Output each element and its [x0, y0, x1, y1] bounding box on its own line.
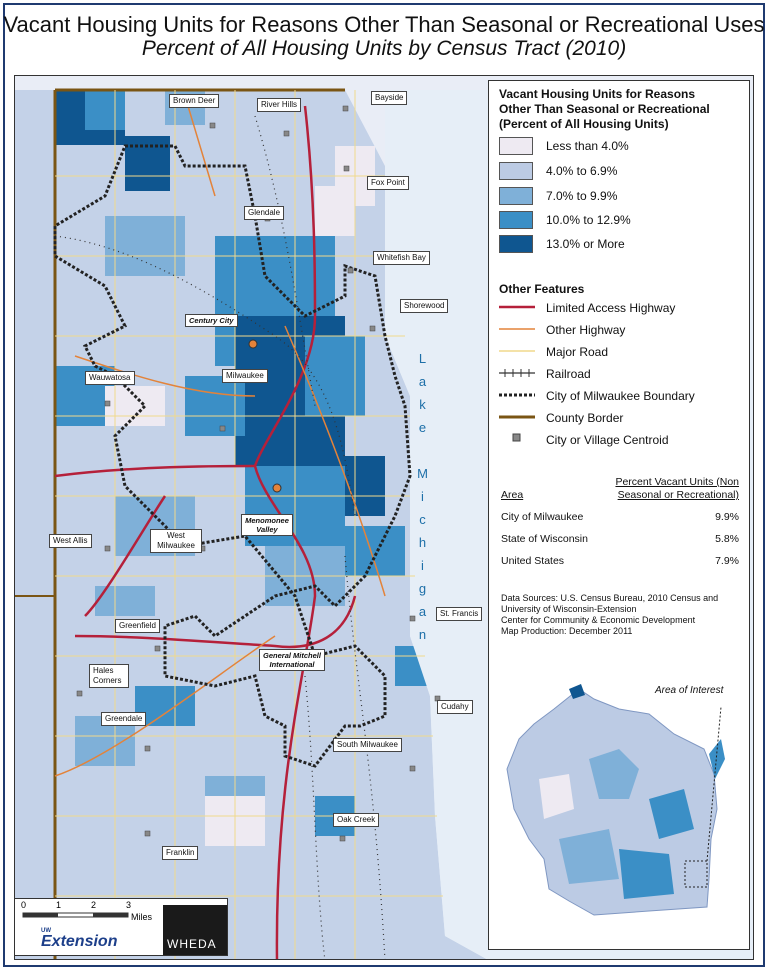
swatch-class-5	[499, 235, 533, 253]
landmark-century-city: Century City	[185, 314, 238, 327]
table-header-pct-2: Seasonal or Recreational)	[617, 489, 739, 501]
place-shorewood: Shorewood	[400, 299, 449, 313]
data-sources: Data Sources: U.S. Census Bureau, 2010 C…	[501, 593, 719, 636]
legend-title: Vacant Housing Units for Reasons Other T…	[499, 87, 710, 131]
landmark-menomonee-valley: Menomonee Valley	[241, 514, 293, 536]
feature-label-3: Major Road	[546, 345, 609, 359]
centroid-symbol	[512, 433, 521, 442]
inset-door-county	[709, 739, 725, 779]
place-oak-creek: Oak Creek	[333, 813, 380, 827]
inset-tract-a	[589, 749, 639, 799]
other-features-title: Other Features	[499, 282, 585, 296]
place-milwaukee: Milwaukee	[222, 369, 268, 383]
page-frame	[3, 3, 765, 967]
place-st-francis: St. Francis	[436, 607, 483, 621]
area-of-interest-label: Area of Interest	[655, 685, 724, 696]
place-fox-point: Fox Point	[367, 176, 409, 190]
inset-tract-d	[559, 829, 619, 884]
extension-logo: Extension	[41, 933, 118, 950]
class-label-1: Less than 4.0%	[546, 139, 629, 153]
place-glendale: Glendale	[244, 206, 285, 220]
class-label-5: 13.0% or More	[546, 237, 625, 251]
table-row-area-3: United States	[501, 555, 565, 567]
scale-unit: Miles	[131, 912, 153, 922]
menomonee-valley-marker	[272, 483, 282, 493]
century-city-marker	[248, 339, 258, 349]
legend-panel: Vacant Housing Units for Reasons Other T…	[488, 80, 750, 950]
place-franklin: Franklin	[162, 846, 199, 860]
inset-tract-e	[619, 849, 674, 899]
place-hales-corners: Hales Corners	[89, 664, 129, 688]
swatch-class-1	[499, 137, 533, 155]
place-greendale: Greendale	[101, 712, 147, 726]
place-west-milwaukee: West Milwaukee	[150, 529, 202, 553]
place-greenfield: Greenfield	[115, 619, 160, 633]
place-wauwatosa: Wauwatosa	[85, 371, 135, 385]
scale-tick-2: 2	[91, 900, 97, 910]
class-label-4: 10.0% to 12.9%	[546, 213, 631, 227]
wheda-logo: WHEDA	[163, 905, 227, 955]
swatch-class-2	[499, 162, 533, 180]
wheda-text: WHEDA	[167, 937, 217, 951]
table-row-pct-1: 9.9%	[715, 511, 739, 523]
table-row-area-1: City of Milwaukee	[501, 511, 584, 523]
logo-scale-box: 0 1 2 3 Miles UW Extension WHEDA	[14, 898, 228, 956]
feature-label-2: Other Highway	[546, 323, 626, 337]
table-row-area-2: State of Wisconsin	[501, 533, 588, 545]
map-subtitle: Percent of All Housing Units by Census T…	[141, 37, 627, 60]
class-label-3: 7.0% to 9.9%	[546, 189, 618, 203]
railroads	[54, 115, 386, 959]
place-west-allis: West Allis	[49, 534, 92, 548]
milwaukee-boundary	[53, 144, 412, 768]
scale-tick-1: 1	[56, 900, 62, 910]
major-roads	[55, 90, 443, 959]
scale-bar	[22, 912, 129, 918]
feature-symbols	[499, 305, 535, 442]
table-row-pct-2: 5.8%	[715, 533, 739, 545]
inset-tract-f	[569, 684, 585, 699]
place-brown-deer: Brown Deer	[169, 94, 220, 108]
table-header-area: Area	[501, 489, 524, 501]
feature-label-4: Railroad	[546, 367, 591, 381]
place-south-milwaukee: South Milwaukee	[333, 738, 402, 752]
table-header-pct-1: Percent Vacant Units (Non	[615, 476, 739, 488]
class-label-2: 4.0% to 6.9%	[546, 164, 618, 178]
lake-label: Lake Michigan	[415, 351, 430, 650]
place-river-hills: River Hills	[257, 98, 301, 112]
limited-access-highways	[54, 105, 357, 959]
place-whitefish-bay: Whitefish Bay	[373, 251, 430, 265]
inset-tract-b	[539, 774, 574, 819]
scale-tick-0: 0	[21, 900, 27, 910]
table-row-pct-3: 7.9%	[715, 555, 739, 567]
feature-label-5: City of Milwaukee Boundary	[546, 389, 695, 403]
swatch-class-3	[499, 187, 533, 205]
place-cudahy: Cudahy	[437, 700, 473, 714]
map-title: Vacant Housing Units for Reasons Other T…	[3, 12, 765, 37]
landmark-general-mitchell: General Mitchell International	[259, 649, 325, 671]
inset-tract-c	[649, 789, 694, 839]
place-bayside: Bayside	[371, 91, 408, 105]
swatch-class-4	[499, 211, 533, 229]
wisconsin-inset: Area of Interest	[499, 679, 739, 941]
scale-tick-3: 3	[126, 900, 132, 910]
feature-label-7: City or Village Centroid	[546, 433, 669, 447]
feature-label-6: County Border	[546, 411, 624, 425]
extension-logo-small: UW	[41, 928, 51, 934]
inset-map	[506, 684, 725, 916]
feature-label-1: Limited Access Highway	[546, 301, 676, 315]
